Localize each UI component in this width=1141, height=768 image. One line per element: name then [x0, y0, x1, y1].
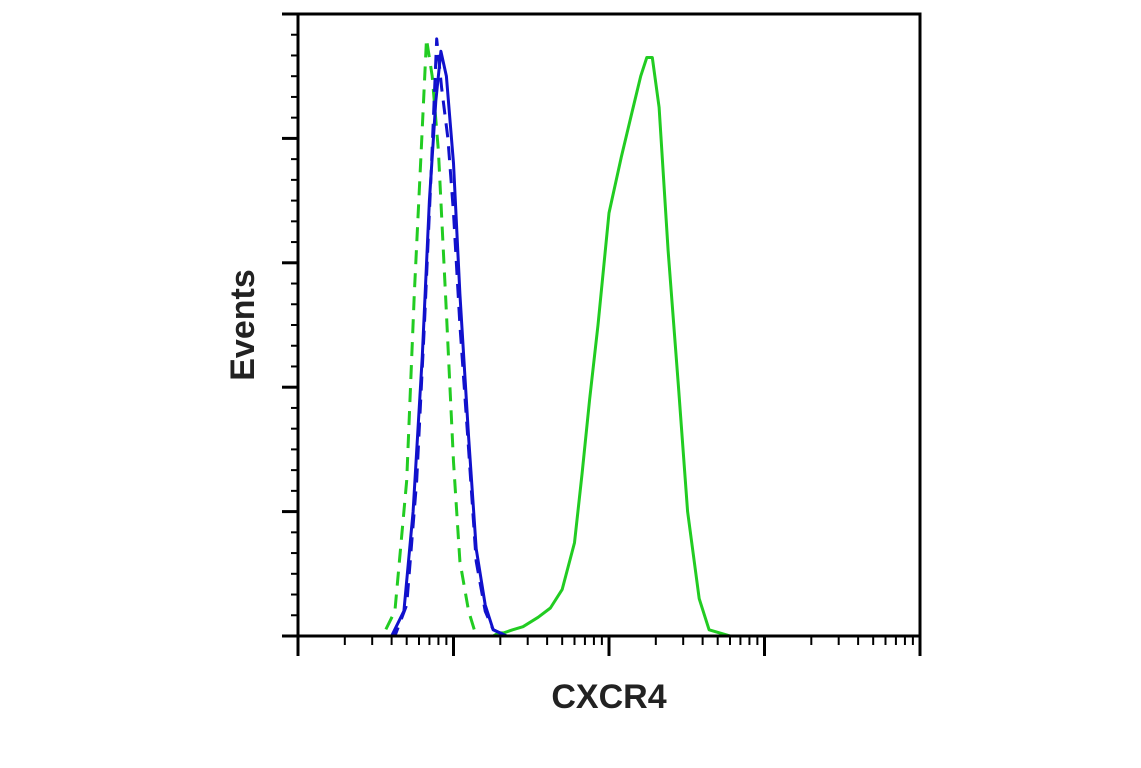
- y-axis-label: Events: [224, 269, 262, 381]
- plot-frame: [296, 12, 922, 638]
- y-axis-ticks: [282, 12, 298, 638]
- histogram-series-1: [298, 56, 920, 638]
- x-axis-ticks: [296, 636, 922, 656]
- histogram-series-4: [298, 37, 920, 638]
- x-axis-label: CXCR4: [551, 678, 666, 716]
- histogram-series-2: [298, 37, 920, 638]
- histogram-series-3: [298, 49, 920, 638]
- series-layer: [298, 37, 920, 638]
